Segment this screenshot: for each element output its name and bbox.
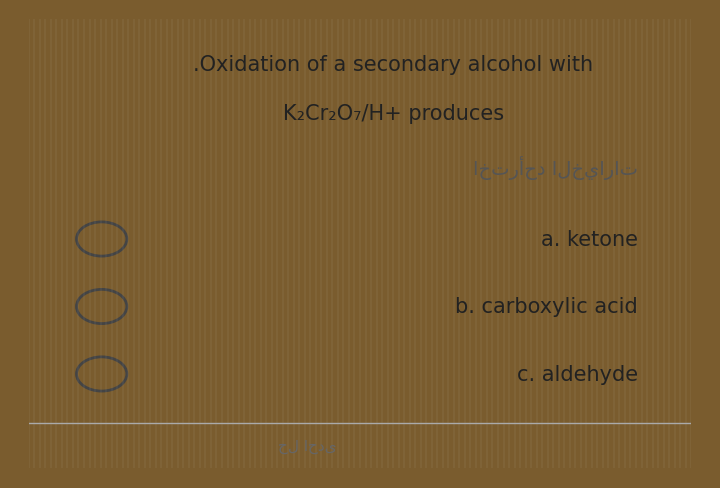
Text: b. carboxylic acid: b. carboxylic acid [456,297,638,317]
Text: .Oxidation of a secondary alcohol with: .Oxidation of a secondary alcohol with [193,55,593,74]
Text: حل احدى: حل احدى [278,439,336,453]
Text: K₂Cr₂O₇/H+ produces: K₂Cr₂O₇/H+ produces [282,104,504,124]
Text: c. aldehyde: c. aldehyde [517,364,638,384]
Text: a. ketone: a. ketone [541,229,638,249]
Text: اخترأحد الخيارات: اخترأحد الخيارات [473,156,638,180]
